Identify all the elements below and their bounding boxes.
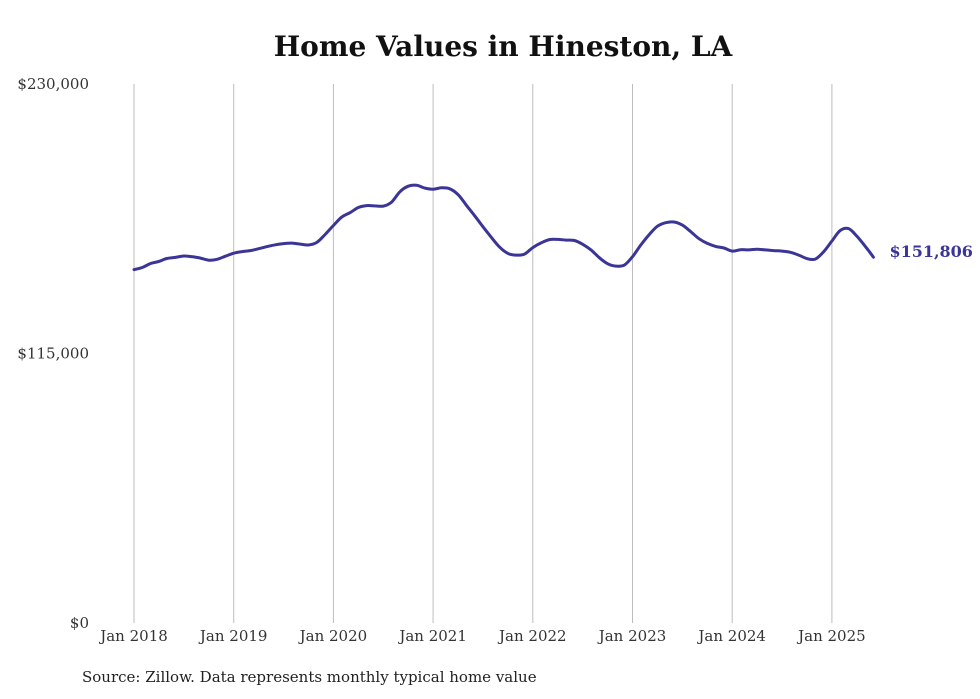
- x-tick-label: Jan 2021: [397, 627, 467, 645]
- series-line: [132, 183, 875, 272]
- chart-title: Home Values in Hineston, LA: [273, 30, 733, 63]
- y-tick-label: $0: [70, 614, 89, 632]
- y-tick-label: $115,000: [17, 345, 89, 363]
- x-tick-label: Jan 2022: [497, 627, 567, 645]
- x-tick-label: Jan 2023: [597, 627, 667, 645]
- gridlines: [133, 84, 833, 623]
- x-axis-tick-labels: Jan 2018 Jan 2019 Jan 2020 Jan 2021 Jan 2022…: [98, 627, 865, 645]
- x-tick-label: Jan 2019: [198, 627, 268, 645]
- x-tick-label: Jan 2024: [696, 627, 766, 645]
- end-label-layer: $151,806: [889, 242, 973, 261]
- end-value-label: $151,806: [889, 242, 973, 261]
- x-tick-label: Jan 2018: [98, 627, 168, 645]
- y-axis-tick-labels: $0 $115,000 $230,000: [17, 75, 89, 632]
- series-layer: [132, 183, 875, 272]
- source-note: Source: Zillow. Data represents monthly …: [82, 668, 537, 686]
- y-tick-label: $230,000: [17, 75, 89, 93]
- x-tick-label: Jan 2020: [298, 627, 368, 645]
- x-tick-label: Jan 2025: [796, 627, 866, 645]
